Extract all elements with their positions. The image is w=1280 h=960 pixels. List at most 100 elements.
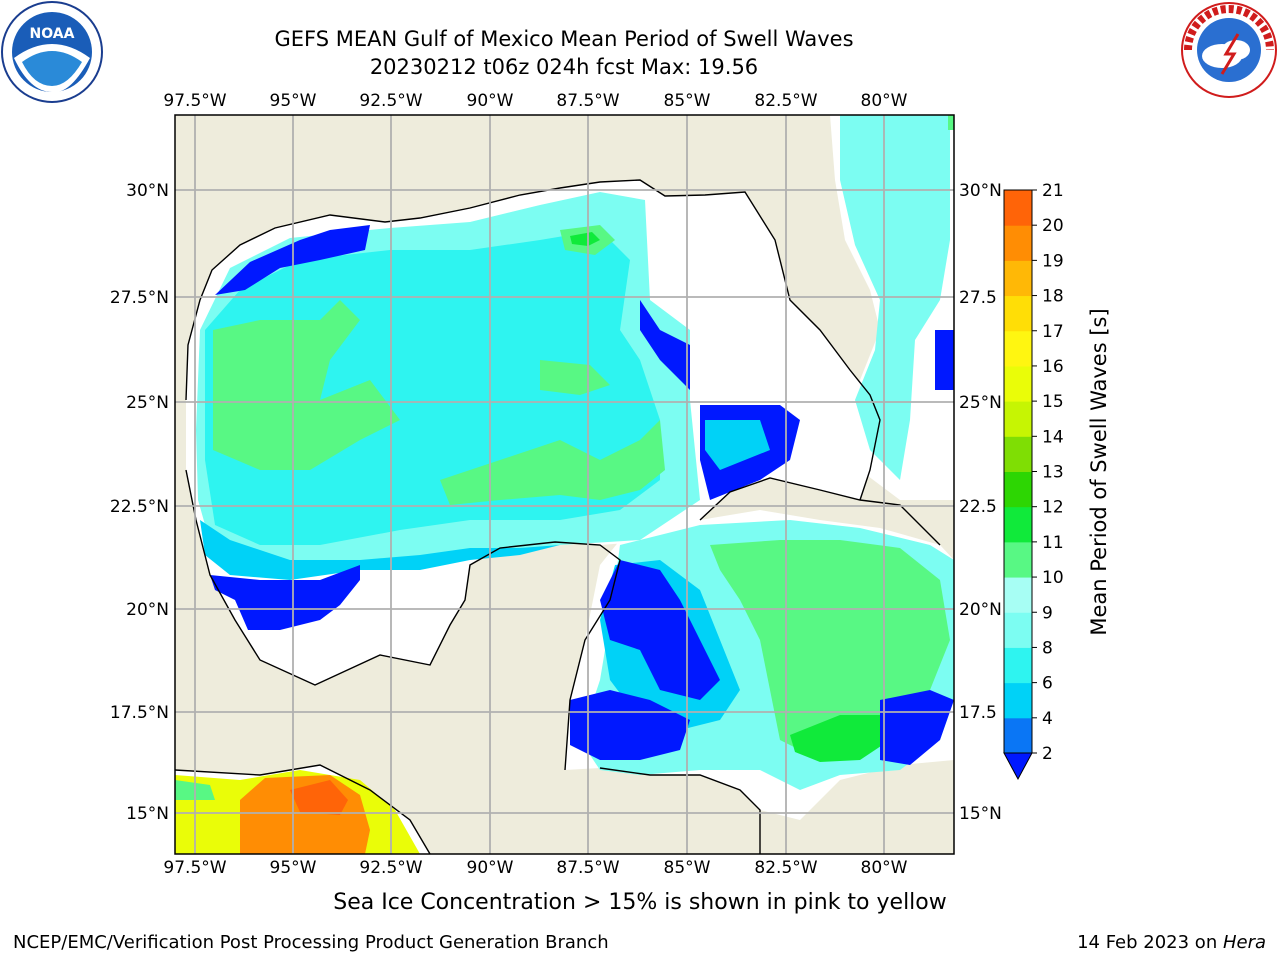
svg-text:NOAA: NOAA [30, 26, 75, 42]
colorbar-segment-9 [1004, 401, 1032, 437]
colorbar-segment-2 [1004, 647, 1032, 684]
lon-tick-bottom-1: 95°W [270, 858, 317, 878]
lon-tick-bottom-4: 87.5°W [556, 858, 619, 878]
colorbar-segment-15 [1004, 190, 1032, 226]
map-subtitle: 20230212 t06z 024h fcst Max: 19.56 [369, 55, 759, 79]
lon-tick-top-7: 80°W [861, 91, 908, 111]
lon-tick-top-6: 82.5°W [754, 91, 817, 111]
lon-tick-top-2: 92.5°W [359, 91, 422, 111]
colorbar-segment-4 [1004, 577, 1032, 613]
carib-band-11 [790, 715, 890, 762]
colorbar-label: Mean Period of Swell Waves [s] [1087, 308, 1111, 635]
swell-band-4-yucatan [705, 420, 770, 470]
colorbar-segment-5 [1004, 541, 1032, 578]
colorbar-segment-13 [1004, 260, 1032, 297]
carib-band-2 [600, 560, 720, 700]
lat-tick-left-6: 15°N [126, 804, 169, 824]
lon-tick-bottom-2: 92.5°W [359, 858, 422, 878]
map-title: GEFS MEAN Gulf of Mexico Mean Period of … [274, 27, 854, 51]
colorbar-extend-arrow [1003, 752, 1033, 781]
lat-tick-right-5: 17.5 [959, 703, 997, 723]
noaa-logo: NOAA [1, 1, 103, 103]
colorbar-tick-label-1: 4 [1042, 709, 1053, 729]
lat-tick-right-0: 30°N [959, 181, 1002, 201]
lat-tick-right-3: 22.5 [959, 497, 997, 517]
colorbar-segment-3 [1004, 612, 1032, 648]
tick-labels: 97.5°W 97.5°W 95°W 95°W 92.5°W 92.5°W 90°W 90°W… [110, 91, 1002, 878]
colorbar-tick-label-10: 15 [1042, 392, 1064, 412]
lat-tick-right-6: 15°N [959, 804, 1002, 824]
lat-tick-left-0: 30°N [126, 181, 169, 201]
colorbar-segment-11 [1004, 330, 1032, 367]
lat-tick-right-1: 27.5 [959, 288, 997, 308]
swell-band-9 [213, 300, 400, 470]
swell-band-9c [540, 360, 610, 395]
lon-tick-top-1: 95°W [270, 91, 317, 111]
footer-right: 14 Feb 2023 on Hera [1077, 932, 1266, 953]
colorbar-tick-label-15: 20 [1042, 216, 1064, 236]
colorbar-segment-8 [1004, 436, 1032, 472]
carib-band-2b [570, 690, 690, 760]
lat-tick-left-1: 27.5°N [110, 288, 169, 308]
gridlines [175, 115, 954, 854]
lat-tick-left-5: 17.5°N [110, 703, 169, 723]
atl-band-9 [948, 115, 954, 130]
lon-tick-bottom-6: 82.5°W [754, 858, 817, 878]
colorbar-segment-1 [1004, 682, 1032, 719]
lon-tick-top-4: 87.5°W [556, 91, 619, 111]
carib-band-2c [880, 690, 954, 765]
colorbar-tick-label-12: 17 [1042, 322, 1064, 342]
colorbar-tick-label-13: 18 [1042, 287, 1064, 307]
gulf-coastline [185, 179, 881, 501]
lon-tick-top-5: 85°W [664, 91, 711, 111]
colorbar-segment-14 [1004, 225, 1032, 261]
colorbar-tick-label-6: 11 [1042, 533, 1064, 553]
pacific-band-red [290, 780, 348, 815]
swell-band-9b [440, 420, 665, 505]
lon-tick-bottom-0: 97.5°W [163, 858, 226, 878]
lat-tick-left-3: 22.5°N [110, 497, 169, 517]
colorbar-segment-6 [1004, 506, 1032, 543]
colorbar-tick-label-16: 21 [1042, 181, 1064, 201]
honduras-coastline [599, 767, 761, 854]
lat-tick-left-4: 20°N [126, 600, 169, 620]
map-frame [174, 114, 955, 855]
lon-tick-top-3: 90°W [467, 91, 514, 111]
swell-band-11 [570, 232, 600, 246]
colorbar-tick-label-3: 8 [1042, 638, 1053, 658]
colorbar-segment-7 [1004, 471, 1032, 508]
colorbar-tick-label-11: 16 [1042, 357, 1064, 377]
mexico-coastline [185, 469, 621, 771]
pacific-coastline [175, 764, 431, 854]
swell-band-4-west [200, 520, 560, 580]
colorbar-tick-label-5: 10 [1042, 568, 1064, 588]
cuba-coastline [699, 477, 941, 546]
lon-tick-bottom-3: 90°W [467, 858, 514, 878]
swell-band-2-se [640, 300, 690, 390]
colorbar-tick-label-4: 9 [1042, 603, 1053, 623]
lon-tick-bottom-5: 85°W [664, 858, 711, 878]
caption: Sea Ice Concentration > 15% is shown in … [333, 890, 947, 915]
lat-tick-right-4: 20°N [959, 600, 1002, 620]
lat-tick-right-2: 25°N [959, 393, 1002, 413]
colorbar-tick-label-0: 2 [1042, 744, 1053, 764]
colorbar-segment-10 [1004, 365, 1032, 402]
colorbar: 2 4 6 8 9 10 11 12 13 14 15 16 17 18 19 20 21 [1003, 181, 1064, 781]
colorbar-tick-label-7: 12 [1042, 498, 1064, 518]
colorbar-tick-label-2: 6 [1042, 674, 1053, 694]
colorbar-segment-0 [1004, 717, 1032, 754]
footer-host: Hera [1222, 932, 1266, 953]
lat-tick-left-2: 25°N [126, 393, 169, 413]
footer-left: NCEP/EMC/Verification Post Processing Pr… [13, 932, 609, 953]
colorbar-tick-label-8: 13 [1042, 463, 1064, 483]
swell-band-2-sw [210, 565, 360, 630]
colorbar-tick-label-9: 14 [1042, 427, 1064, 447]
nws-logo [1181, 2, 1277, 98]
lon-tick-top-0: 97.5°W [163, 91, 226, 111]
colorbar-tick-label-14: 19 [1042, 251, 1064, 271]
atl-band-2 [935, 330, 954, 390]
colorbar-segment-12 [1004, 295, 1032, 332]
footer-date: 14 Feb 2023 on [1077, 932, 1223, 953]
lon-tick-bottom-7: 80°W [861, 858, 908, 878]
